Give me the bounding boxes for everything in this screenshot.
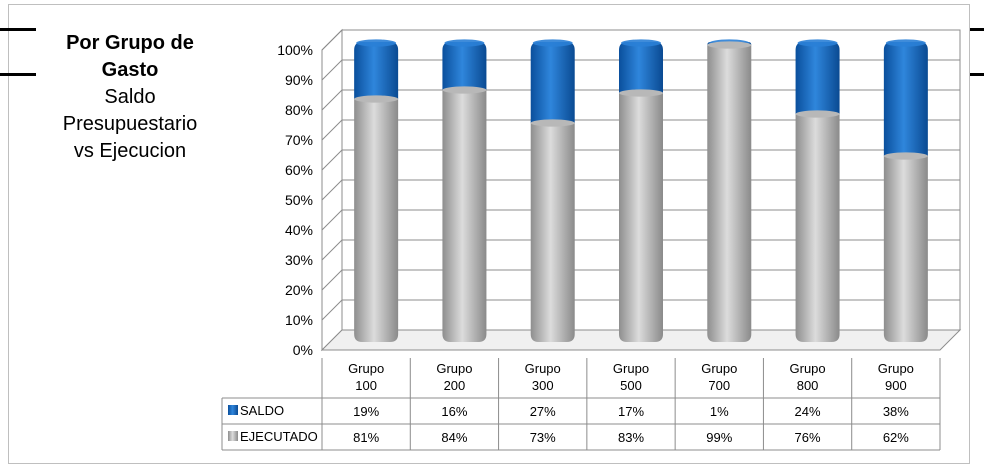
- divider-rule-top-left: [0, 28, 36, 31]
- legend-label-ejecutado: EJECUTADO: [240, 429, 318, 444]
- title-line-4: Presupuestario: [62, 113, 198, 135]
- divider-rule-bottom-left: [0, 73, 36, 76]
- x-category-label: Grupo 500: [613, 361, 649, 393]
- gridline-side: [321, 239, 343, 261]
- title-line-5: vs Ejecucion: [73, 140, 187, 162]
- bar-ejecutado: [883, 156, 928, 342]
- y-tick-label: 80%: [285, 102, 313, 118]
- table-cell-ejecutado: 83%: [618, 430, 644, 445]
- table-cell-ejecutado: 62%: [883, 430, 909, 445]
- table-cell-saldo: 16%: [441, 404, 467, 419]
- bar-ejecutado: [619, 93, 663, 342]
- y-tick-label: 70%: [285, 132, 313, 148]
- table-cell-ejecutado: 84%: [441, 430, 467, 445]
- y-tick-label: 90%: [285, 72, 313, 88]
- gridline-side: [321, 29, 343, 51]
- y-tick-label: 100%: [277, 42, 313, 58]
- gridline-side: [321, 179, 343, 201]
- bar-ejecutado: [707, 45, 752, 342]
- bar-saldo: [354, 42, 399, 99]
- gridline-side: [321, 269, 343, 291]
- legend-label-saldo: SALDO: [240, 403, 284, 418]
- table-cell-ejecutado: 99%: [706, 430, 732, 445]
- table-cell-ejecutado: 73%: [530, 430, 556, 445]
- bar-saldo: [795, 42, 840, 114]
- legend-key-ejecutado: [228, 431, 238, 441]
- y-tick-label: 60%: [285, 162, 313, 178]
- x-category-label: Grupo 900: [878, 361, 914, 393]
- gridline-side: [321, 59, 343, 81]
- table-cell-saldo: 17%: [618, 404, 644, 419]
- bar-saldo-top: [532, 39, 573, 47]
- table-cell-saldo: 38%: [883, 404, 909, 419]
- title-line-1: Por Grupo de: [66, 32, 194, 54]
- bar-ejecutado-top: [442, 86, 487, 94]
- bar-ejecutado-top: [354, 95, 399, 103]
- gridline-side: [321, 209, 343, 231]
- divider-rule-bottom-right: [970, 73, 984, 76]
- y-tick-label: 10%: [285, 312, 313, 328]
- gridline-side: [321, 149, 343, 171]
- bar-saldo: [883, 42, 928, 156]
- y-tick-label: 40%: [285, 222, 313, 238]
- table-cell-saldo: 19%: [353, 404, 379, 419]
- table-cell-ejecutado: 76%: [795, 430, 821, 445]
- table-cell-saldo: 1%: [710, 404, 729, 419]
- table-cell-saldo: 24%: [795, 404, 821, 419]
- table-cell-ejecutado: 81%: [353, 430, 379, 445]
- bar-ejecutado-top: [795, 110, 840, 118]
- bar-saldo-top: [356, 39, 397, 47]
- bar-ejecutado-top: [530, 119, 575, 127]
- divider-rule-top-right: [970, 28, 984, 31]
- gridline-side: [321, 119, 343, 141]
- bar-saldo: [619, 42, 663, 93]
- bar-saldo-top: [797, 39, 838, 47]
- x-category-label: Grupo 700: [701, 361, 737, 393]
- x-category-label: Grupo 200: [436, 361, 472, 393]
- bar-ejecutado-top: [883, 152, 928, 160]
- bar-saldo-top: [444, 39, 485, 47]
- bar-saldo-top: [621, 39, 661, 47]
- bar-ejecutado: [530, 123, 575, 342]
- gridline-side: [321, 89, 343, 111]
- bar-saldo: [530, 42, 575, 123]
- y-tick-label: 20%: [285, 282, 313, 298]
- table-cell-saldo: 27%: [530, 404, 556, 419]
- y-tick-label: 50%: [285, 192, 313, 208]
- title-line-3: Saldo: [104, 86, 156, 108]
- y-tick-label: 30%: [285, 252, 313, 268]
- x-category-label: Grupo 300: [525, 361, 561, 393]
- y-tick-label: 0%: [293, 342, 313, 358]
- bar-saldo: [442, 42, 487, 90]
- x-category-label: Grupo 100: [348, 361, 384, 393]
- gridline-side: [321, 299, 343, 321]
- legend-key-saldo: [228, 405, 238, 415]
- bar-ejecutado-top: [619, 89, 663, 97]
- chart-title: Por Grupo de Gasto Saldo Presupuestario …: [40, 30, 220, 165]
- bar-ejecutado-top: [707, 41, 752, 49]
- bar-ejecutado: [354, 99, 399, 342]
- bar-ejecutado: [795, 114, 840, 342]
- bar-saldo-top: [885, 39, 926, 47]
- x-category-label: Grupo 800: [790, 361, 826, 393]
- title-line-2: Gasto: [101, 59, 159, 81]
- bar-ejecutado: [442, 90, 487, 342]
